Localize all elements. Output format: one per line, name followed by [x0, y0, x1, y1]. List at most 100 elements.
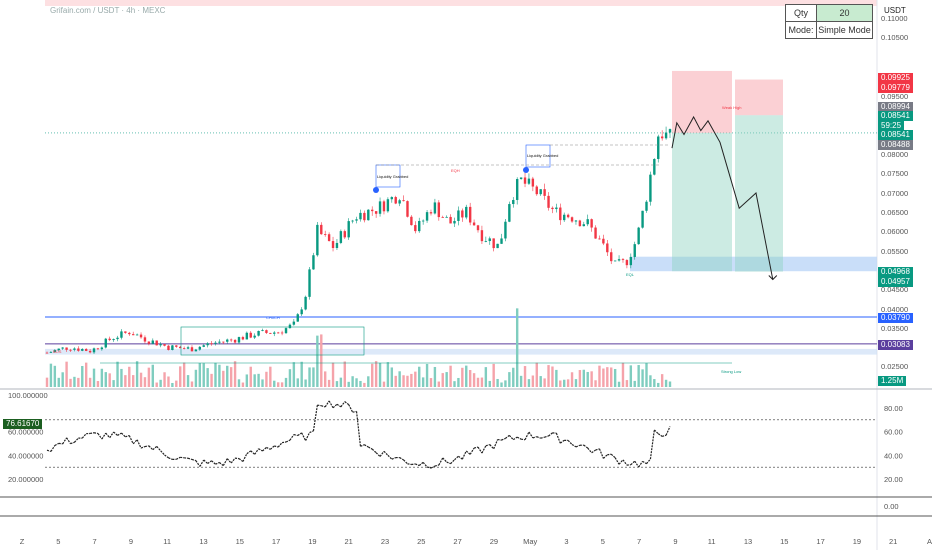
time-tick-label: 15 — [780, 537, 788, 546]
candle-body — [472, 222, 476, 226]
time-tick-label: 17 — [272, 537, 280, 546]
rsi-segment — [187, 457, 193, 461]
rsi-segment — [575, 444, 581, 448]
price-tick-label: 0.03500 — [881, 324, 908, 333]
candle-body — [226, 339, 229, 342]
candle-body — [394, 197, 397, 204]
candle-body — [198, 346, 202, 350]
candle-body — [269, 332, 272, 334]
price-tag: 0.03083 — [878, 340, 913, 350]
qty-input[interactable]: 20 — [817, 5, 872, 21]
rsi-segment — [559, 439, 565, 444]
time-tick-label: 13 — [199, 537, 207, 546]
candle-body — [112, 339, 115, 341]
volume-bar — [135, 361, 139, 387]
rsi-segment — [195, 460, 201, 467]
time-tick-label: 5 — [56, 537, 60, 546]
candle-body — [633, 244, 636, 257]
projection-path — [671, 115, 778, 281]
candle-body — [253, 335, 256, 338]
qty-label: Qty — [786, 5, 817, 21]
volume-bar — [300, 361, 303, 387]
volume-bar — [49, 363, 53, 387]
rsi-segment — [355, 411, 362, 447]
price-tag: 0.08541 — [878, 111, 913, 121]
mode-label: Mode: — [786, 22, 817, 38]
candle-body — [598, 238, 601, 240]
rsi-segment — [595, 448, 600, 451]
volume-bar — [570, 372, 574, 387]
candle-body — [155, 340, 158, 346]
volume-bar — [453, 381, 456, 387]
rsi-segment — [125, 434, 130, 438]
candle-body — [496, 243, 499, 249]
volume-bar — [515, 308, 519, 387]
rsi-segment — [203, 459, 209, 464]
price-tick-label: 0.10500 — [881, 33, 908, 42]
rsi-segment — [610, 453, 616, 459]
volume-bar — [621, 362, 625, 387]
volume-bar — [222, 370, 225, 387]
candle-body — [418, 220, 421, 232]
rsi-segment — [238, 458, 244, 462]
candle-body — [378, 201, 382, 214]
candle-body — [629, 256, 633, 266]
time-tick-label: 17 — [816, 537, 824, 546]
candle-body — [233, 339, 237, 343]
candle-body — [308, 269, 311, 297]
demand-zone — [630, 256, 877, 272]
candle-body — [175, 345, 178, 347]
rsi-segment — [305, 432, 311, 441]
volume-bar — [378, 362, 382, 387]
rsi-segment — [368, 446, 373, 450]
volume-bar — [488, 380, 491, 387]
volume-bar — [629, 365, 633, 387]
order-panel[interactable]: Qty 20 Mode: Simple Mode — [785, 4, 873, 39]
candle-body — [523, 177, 527, 184]
weak-high-label: Weak High — [722, 105, 742, 110]
position-2-target-zone — [735, 115, 783, 272]
candle-body — [288, 324, 292, 329]
price-tick-label: 0.06000 — [881, 227, 908, 236]
candle-body — [265, 330, 268, 333]
rsi-segment — [109, 431, 115, 439]
rsi-segment — [489, 444, 495, 450]
rsi-left-label: 60.000000 — [8, 428, 43, 437]
currency-label[interactable]: USDT — [884, 6, 906, 15]
candle-body — [551, 207, 554, 210]
rsi-segment — [607, 453, 612, 456]
rsi-segment — [469, 447, 475, 455]
candle-body — [445, 216, 448, 218]
candle-body — [229, 339, 233, 341]
mode-select[interactable]: Simple Mode — [818, 25, 871, 35]
candle-body — [539, 189, 542, 195]
candle-body — [570, 217, 574, 222]
candle-body — [453, 220, 456, 224]
volume-bar — [112, 380, 115, 387]
time-tick-label: 13 — [744, 537, 752, 546]
rsi-segment — [46, 449, 52, 453]
volume-bar — [194, 369, 198, 387]
rsi-segment — [62, 437, 68, 445]
volume-bar — [398, 371, 401, 387]
rsi-segment — [105, 432, 111, 439]
volume-bar — [547, 365, 550, 387]
rsi-segment — [364, 444, 369, 448]
volume-bar — [543, 378, 546, 387]
rsi-segment — [191, 458, 197, 462]
candle-body — [527, 178, 531, 184]
candle-body — [190, 347, 194, 352]
volume-bar — [190, 381, 194, 387]
candle-body — [500, 238, 503, 244]
rsi-segment — [360, 444, 365, 447]
position-1-stop-zone — [672, 70, 732, 133]
rsi-segment — [508, 434, 514, 441]
rsi-value-tag: 76.61670 — [3, 419, 43, 429]
volume-bar — [276, 382, 280, 387]
rsi-segment — [97, 433, 103, 440]
rsi-segment — [312, 405, 318, 431]
rsi-segment — [477, 446, 483, 454]
candle-body — [276, 332, 280, 334]
volume-bar — [229, 367, 233, 387]
